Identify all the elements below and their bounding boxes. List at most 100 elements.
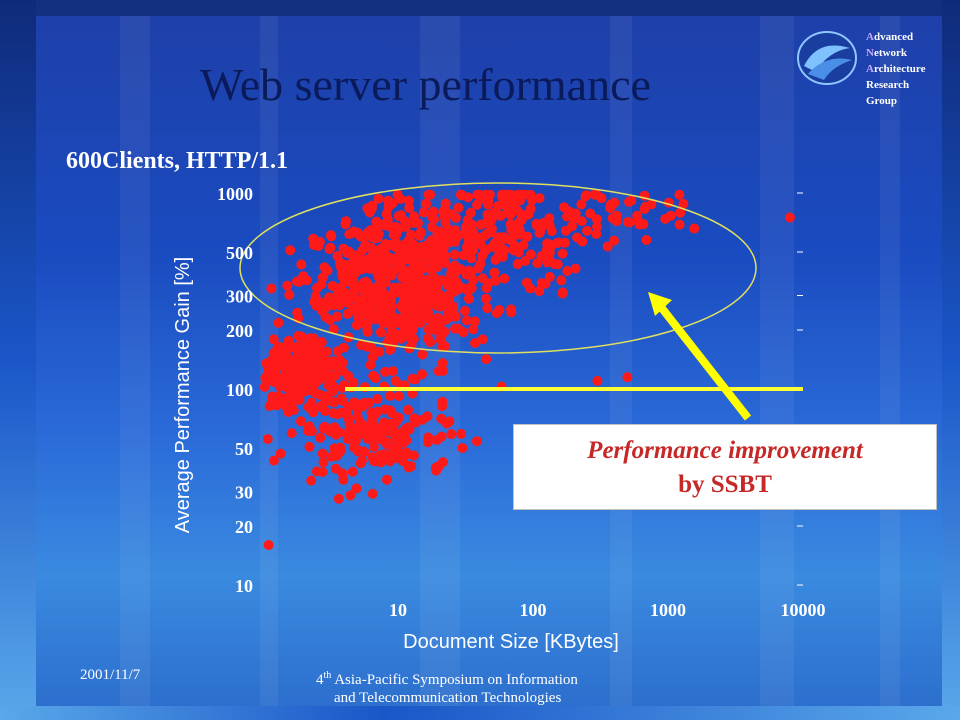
data-point: [483, 278, 494, 289]
data-point: [408, 334, 419, 344]
data-point: [576, 216, 587, 227]
data-point: [365, 225, 376, 236]
data-point: [362, 278, 373, 289]
data-point: [439, 326, 450, 337]
data-point: [421, 198, 432, 209]
org-line: Network: [866, 47, 907, 59]
data-point: [412, 293, 423, 304]
data-point: [678, 198, 689, 209]
data-point: [362, 327, 373, 337]
data-point: [321, 302, 332, 312]
data-point: [326, 376, 337, 387]
y-tick-label: 10: [235, 576, 253, 596]
data-point: [344, 419, 355, 429]
data-point: [466, 267, 477, 278]
y-tick-label: 100: [226, 380, 253, 400]
data-point: [549, 258, 560, 269]
data-point: [331, 429, 342, 440]
logo-icon: [797, 31, 857, 85]
data-point: [271, 347, 281, 358]
data-point: [391, 452, 402, 463]
data-point: [429, 273, 440, 284]
data-point: [453, 202, 464, 213]
data-point: [404, 461, 415, 471]
data-point: [317, 448, 328, 459]
data-point: [602, 241, 613, 252]
data-point: [263, 540, 274, 550]
x-tick-label: 100: [520, 600, 547, 620]
data-point: [374, 298, 385, 309]
data-point: [448, 301, 459, 312]
data-point: [622, 217, 633, 227]
data-point: [371, 426, 382, 437]
chart-subtitle: 600Clients, HTTP/1.1: [66, 148, 289, 174]
data-point: [422, 411, 433, 422]
data-point: [351, 320, 362, 331]
org-name: Advanced Network Architecture Research Group: [866, 29, 925, 109]
data-point: [404, 424, 415, 435]
callout-box: Performance improvement by SSBT: [513, 424, 937, 510]
data-point: [418, 207, 429, 218]
data-point: [340, 219, 351, 230]
data-point: [511, 243, 522, 254]
data-point: [463, 293, 474, 304]
highlight-ellipse: [239, 182, 757, 354]
data-point: [387, 366, 398, 377]
data-point: [430, 314, 441, 325]
data-point: [465, 207, 476, 218]
data-point: [497, 251, 508, 262]
data-point: [544, 247, 555, 258]
data-point: [329, 443, 340, 454]
data-point: [404, 203, 415, 213]
data-point: [435, 290, 446, 300]
data-point: [674, 219, 685, 230]
data-point: [269, 455, 279, 466]
data-point: [393, 412, 404, 423]
data-point: [517, 213, 528, 224]
data-point: [458, 327, 469, 338]
data-point: [303, 426, 314, 436]
data-point: [311, 466, 322, 477]
data-point: [469, 316, 480, 327]
data-point: [293, 388, 304, 399]
data-point: [354, 416, 365, 427]
footer-date: 2001/11/7: [80, 667, 141, 683]
data-point: [311, 300, 322, 311]
data-point: [367, 352, 378, 362]
data-point: [408, 450, 419, 461]
data-point: [431, 465, 442, 476]
org-line: Architecture: [866, 63, 926, 75]
data-point: [483, 199, 494, 210]
data-point: [343, 246, 354, 257]
data-point: [284, 289, 295, 300]
data-point: [267, 395, 278, 406]
data-point: [322, 265, 333, 276]
data-point: [395, 194, 406, 204]
data-point: [591, 229, 602, 239]
data-point: [466, 253, 477, 264]
data-point: [641, 235, 652, 245]
data-point: [423, 437, 433, 448]
data-point: [357, 301, 368, 312]
data-point: [378, 257, 388, 268]
y-tick-label: 50: [235, 439, 253, 459]
data-point: [591, 214, 602, 225]
data-point: [310, 388, 321, 399]
data-point: [324, 292, 335, 303]
data-point: [441, 418, 452, 429]
data-point: [373, 247, 384, 258]
data-point: [380, 366, 391, 377]
footer-conf-suffix: th: [323, 670, 332, 681]
data-point: [406, 229, 417, 240]
data-point: [345, 490, 356, 501]
data-point: [360, 240, 371, 251]
data-point: [450, 323, 460, 334]
data-point: [426, 235, 437, 246]
data-point: [556, 275, 567, 286]
data-point: [375, 457, 386, 468]
data-point: [373, 193, 384, 204]
data-point: [394, 250, 404, 261]
data-point: [417, 349, 428, 360]
data-point: [283, 407, 294, 418]
data-point: [468, 227, 479, 238]
